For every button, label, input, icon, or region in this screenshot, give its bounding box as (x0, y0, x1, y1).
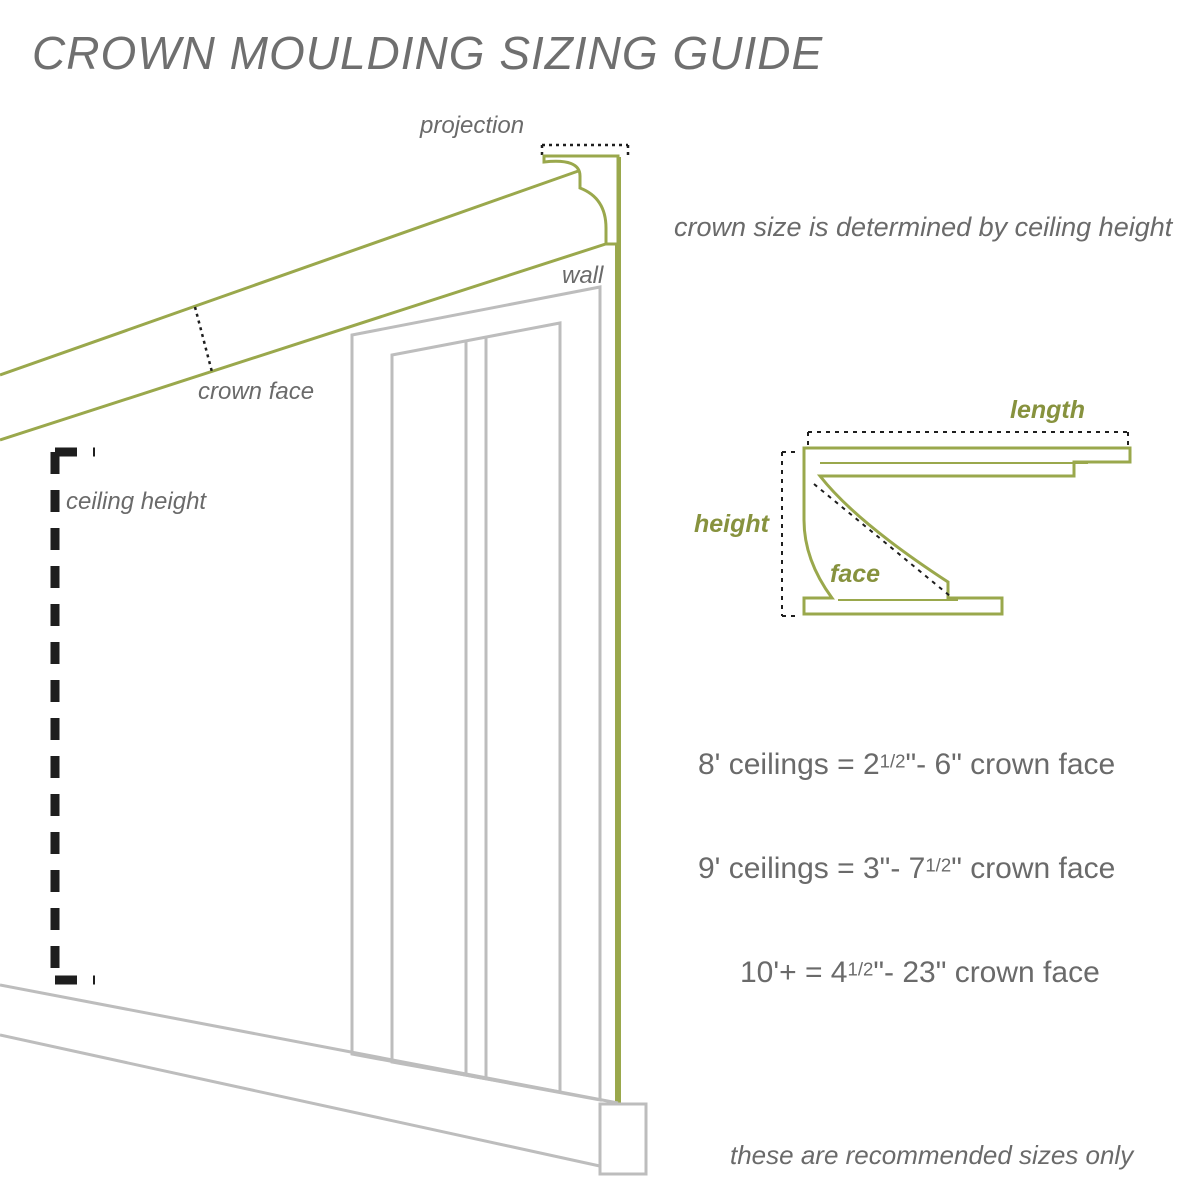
fraction: 1/2 (880, 751, 906, 772)
sizing-row-8ft: 8' ceilings = 21/2"- 6" crown face (698, 748, 1115, 782)
fraction: 1/2 (848, 959, 874, 980)
footer-note: these are recommended sizes only (730, 1140, 1133, 1171)
sizing-row-10ft: 10'+ = 41/2"- 23" crown face (740, 956, 1100, 990)
profile-detail-diagram (0, 0, 1200, 1200)
intro-note: crown size is determined by ceiling heig… (674, 212, 1172, 243)
label-height: height (694, 510, 769, 539)
fraction: 1/2 (925, 855, 951, 876)
height-bracket (782, 452, 796, 616)
label-length: length (1010, 396, 1085, 425)
label-face: face (830, 560, 880, 589)
sizing-row-8ft-prefix: 8' ceilings = 2 (698, 748, 880, 781)
sizing-row-9ft-prefix: 9' ceilings = 3"- 7 (698, 852, 925, 885)
label-wall: wall (562, 262, 603, 290)
label-projection: projection (420, 112, 524, 140)
length-bracket (808, 432, 1128, 446)
sizing-row-9ft: 9' ceilings = 3"- 71/2" crown face (698, 852, 1115, 886)
sizing-row-10ft-suffix: "- 23" crown face (873, 956, 1099, 989)
sizing-row-10ft-prefix: 10'+ = 4 (740, 956, 848, 989)
label-ceiling-height: ceiling height (66, 488, 206, 516)
profile-outline (804, 448, 1130, 614)
sizing-row-9ft-suffix: " crown face (951, 852, 1115, 885)
label-crown-face: crown face (198, 378, 314, 406)
sizing-row-8ft-suffix: "- 6" crown face (906, 748, 1116, 781)
